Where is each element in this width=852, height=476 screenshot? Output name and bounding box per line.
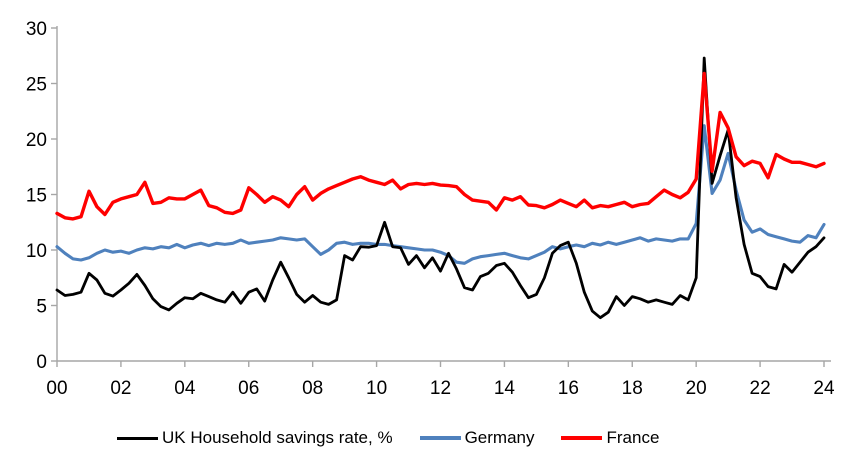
legend-item-france: France — [561, 428, 659, 448]
x-tick-label: 22 — [750, 378, 771, 399]
x-tick-label: 18 — [622, 378, 643, 399]
x-tick-label: 02 — [110, 378, 131, 399]
x-tick-label: 10 — [366, 378, 387, 399]
legend-item-germany: Germany — [419, 428, 535, 448]
legend-line-swatch-germany-icon — [419, 436, 461, 440]
legend-line-swatch-uk-icon — [117, 436, 158, 440]
legend-line-swatch-france-icon — [561, 436, 603, 440]
x-tick-label: 14 — [494, 378, 516, 399]
y-tick-label: 0 — [36, 352, 47, 373]
chart-legend: UK Household savings rate, % Germany Fra… — [117, 428, 659, 448]
series-line-france — [55, 71, 826, 221]
legend-label-uk: UK Household savings rate, % — [162, 428, 393, 447]
legend-label-france: France — [606, 428, 660, 447]
y-tick-label: 15 — [26, 186, 47, 207]
x-tick-label: 16 — [558, 378, 579, 399]
legend-item-uk: UK Household savings rate, % — [117, 428, 393, 448]
y-tick-label: 5 — [36, 297, 47, 318]
x-tick-label: 12 — [430, 378, 451, 399]
x-tick-label: 20 — [686, 378, 707, 399]
x-tick-label: 08 — [302, 378, 323, 399]
x-tick-label: 06 — [238, 378, 259, 399]
x-tick-label: 24 — [813, 378, 835, 399]
series-line-uk-household-savings-rate — [55, 56, 826, 320]
legend-label-germany: Germany — [464, 428, 535, 447]
y-tick-label: 10 — [26, 241, 47, 262]
series-line-germany — [55, 124, 826, 265]
y-tick-label: 30 — [26, 19, 47, 40]
x-tick-label: 00 — [46, 378, 67, 399]
x-tick-label: 04 — [174, 378, 196, 399]
y-tick-label: 25 — [26, 75, 47, 96]
y-tick-label: 20 — [26, 130, 47, 151]
